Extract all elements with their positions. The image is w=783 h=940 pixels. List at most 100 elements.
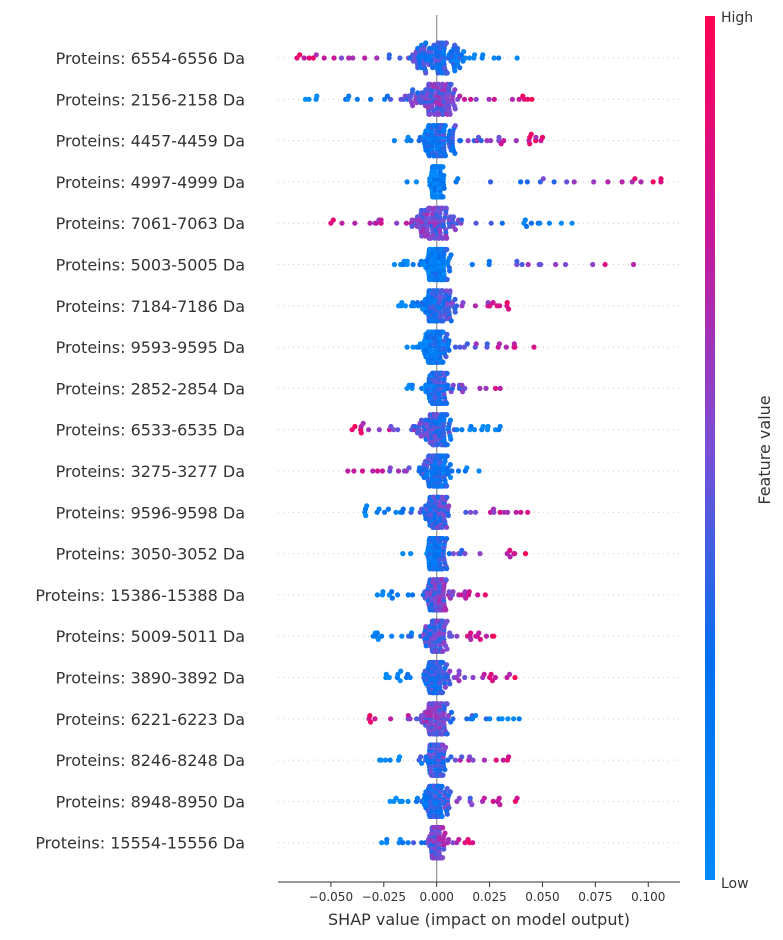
data-point: [506, 306, 512, 312]
data-point: [407, 716, 413, 722]
data-point: [405, 840, 411, 846]
x-tick-label: 0.075: [578, 890, 612, 904]
data-point: [497, 802, 503, 808]
data-point: [562, 261, 569, 268]
data-point: [564, 179, 570, 185]
x-tick-label: −0.050: [309, 890, 353, 904]
data-point: [404, 258, 410, 264]
data-point: [386, 52, 392, 58]
x-tick-label: 0.000: [420, 890, 454, 904]
data-point: [440, 648, 446, 654]
data-point: [414, 795, 421, 801]
data-point: [512, 674, 518, 681]
data-point: [444, 618, 450, 624]
data-point: [459, 217, 465, 223]
data-point: [473, 220, 479, 226]
data-point: [419, 840, 425, 846]
data-point: [513, 509, 519, 515]
data-point: [409, 217, 415, 223]
data-point: [476, 468, 482, 474]
data-point: [385, 506, 391, 512]
data-point: [446, 503, 452, 509]
data-point: [374, 592, 380, 598]
data-point: [483, 385, 489, 391]
data-point: [408, 630, 415, 636]
data-point: [452, 150, 458, 156]
data-point: [619, 179, 625, 185]
data-point: [444, 276, 450, 283]
data-point: [389, 589, 395, 595]
data-point: [516, 96, 522, 102]
data-point: [384, 836, 390, 843]
data-point: [423, 40, 429, 46]
data-point: [475, 592, 481, 598]
data-point: [445, 382, 451, 388]
data-point: [569, 220, 575, 226]
data-point: [381, 509, 388, 515]
data-point: [518, 179, 524, 185]
data-point: [514, 55, 520, 61]
data-point: [452, 106, 458, 112]
data-point: [490, 798, 496, 805]
data-point: [484, 341, 490, 347]
data-point: [551, 179, 557, 185]
data-point: [338, 55, 345, 61]
data-point: [487, 716, 493, 722]
data-point: [507, 547, 513, 554]
data-point: [447, 111, 453, 117]
data-point: [440, 825, 446, 831]
feature-label: Proteins: 6533-6535 Da: [56, 421, 245, 440]
data-point: [363, 512, 369, 519]
data-point: [491, 633, 497, 639]
data-point: [352, 220, 358, 226]
data-point: [393, 795, 399, 801]
x-axis-title: SHAP value (impact on model output): [328, 910, 630, 929]
data-point: [402, 303, 408, 309]
data-point: [457, 65, 463, 71]
data-point: [468, 423, 474, 430]
data-point: [486, 258, 492, 264]
data-point: [399, 633, 405, 639]
data-point: [418, 754, 424, 760]
data-point: [558, 220, 565, 226]
data-point: [491, 96, 497, 102]
data-point: [400, 551, 406, 557]
data-point: [370, 468, 376, 474]
data-point: [427, 111, 433, 117]
data-point: [446, 805, 452, 811]
data-point: [509, 96, 515, 102]
data-point: [473, 96, 479, 102]
data-point: [444, 235, 450, 241]
x-tick-label: 0.050: [525, 890, 559, 904]
data-point: [503, 344, 509, 350]
data-point: [412, 423, 418, 430]
data-point: [497, 385, 503, 391]
data-point: [452, 123, 458, 129]
data-point: [497, 509, 503, 515]
data-point: [440, 855, 446, 861]
data-point: [602, 261, 608, 268]
data-point: [505, 716, 511, 722]
data-point: [525, 96, 531, 102]
data-point: [444, 566, 450, 572]
data-point: [463, 509, 469, 515]
row-gridlines: [278, 57, 680, 844]
data-point: [507, 554, 513, 560]
data-point: [375, 468, 381, 474]
data-point: [452, 344, 459, 350]
data-point: [446, 338, 452, 344]
data-point: [394, 220, 400, 226]
feature-label: Proteins: 8246-8248 Da: [56, 751, 245, 770]
x-tick-label: 0.100: [631, 890, 665, 904]
colorbar-gradient: [705, 16, 715, 880]
data-point: [442, 767, 448, 773]
colorbar-title: Feature value: [755, 395, 774, 504]
data-point: [450, 589, 456, 595]
data-point: [469, 802, 475, 808]
data-point: [470, 840, 476, 846]
data-point: [481, 757, 487, 763]
data-point: [448, 709, 455, 716]
data-point: [447, 288, 453, 294]
data-point: [409, 506, 415, 512]
